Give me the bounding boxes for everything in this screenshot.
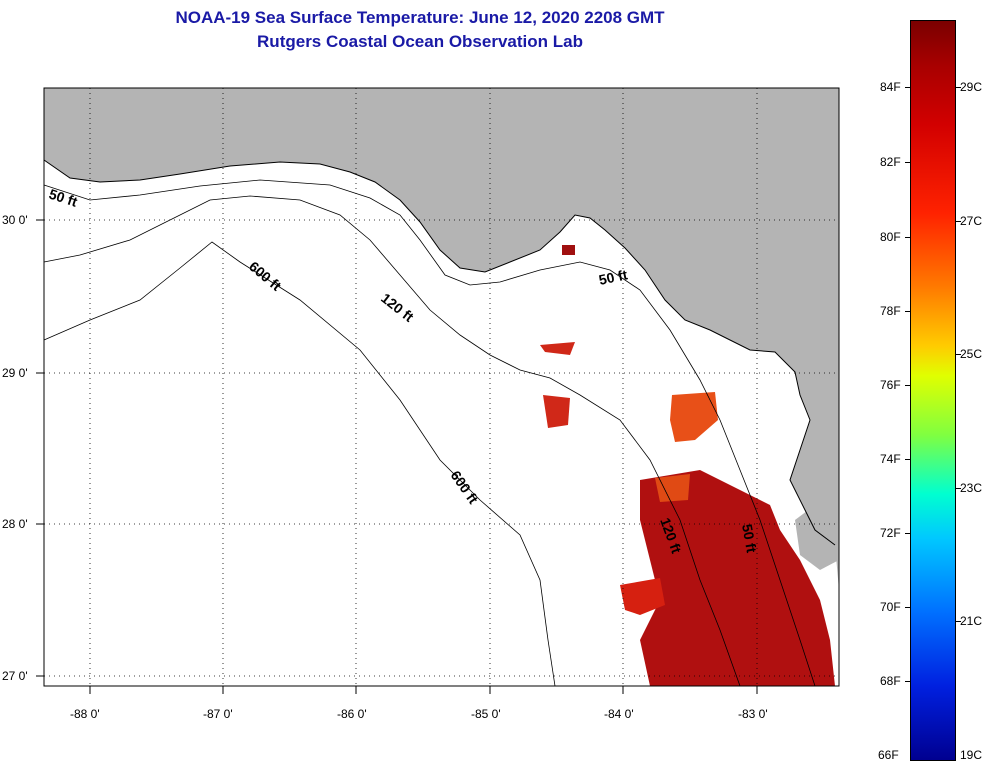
lon-label-87: -87 0' bbox=[203, 707, 233, 721]
gulf-water bbox=[44, 160, 839, 686]
colorbar-f-70: 70F bbox=[880, 600, 901, 614]
colorbar-c-29: 29C bbox=[960, 80, 983, 94]
sst-patch-coastal bbox=[543, 395, 570, 428]
colorbar-tick bbox=[905, 533, 910, 534]
sst-patch-main bbox=[640, 470, 835, 686]
lon-label-84: -84 0' bbox=[604, 707, 634, 721]
colorbar-tick bbox=[905, 87, 910, 88]
colorbar-f-80: 80F bbox=[880, 230, 901, 244]
colorbar-c-23: 23C bbox=[960, 481, 983, 495]
land-peninsula bbox=[75, 112, 100, 168]
colorbar-tick bbox=[905, 459, 910, 460]
colorbar-c-25: 25C bbox=[960, 347, 983, 361]
lon-label-86: -86 0' bbox=[337, 707, 367, 721]
lat-label-30: 30 0' bbox=[2, 213, 28, 227]
contour-label-50ft-bigbend: 50 ft bbox=[597, 266, 629, 288]
title-line-1: NOAA-19 Sea Surface Temperature: June 12… bbox=[175, 8, 665, 27]
colorbar-f-84: 84F bbox=[880, 80, 901, 94]
colorbar-f-78: 78F bbox=[880, 304, 901, 318]
colorbar-tick bbox=[905, 162, 910, 163]
colorbar-f-68: 68F bbox=[880, 674, 901, 688]
colorbar-tick bbox=[905, 681, 910, 682]
lat-label-27: 27 0' bbox=[2, 669, 28, 683]
contour-50ft bbox=[43, 179, 816, 687]
colorbar-tick bbox=[905, 237, 910, 238]
axis-ticks bbox=[36, 219, 758, 694]
colorbar-f-82: 82F bbox=[880, 155, 901, 169]
colorbar-f-76: 76F bbox=[880, 378, 901, 392]
contour-120ft bbox=[43, 195, 741, 687]
contour-label-50ft-south: 50 ft bbox=[739, 523, 760, 554]
contour-600ft bbox=[43, 241, 556, 687]
colorbar-c-21: 21C bbox=[960, 614, 983, 628]
sst-patch-bay bbox=[562, 245, 575, 255]
colorbar-tick bbox=[956, 621, 961, 622]
sst-patch-west bbox=[620, 578, 665, 615]
sst-patch-offshore bbox=[670, 392, 718, 442]
colorbar-c-19: 19C bbox=[960, 748, 983, 762]
sst-patch-warm bbox=[655, 474, 690, 502]
colorbar-tick bbox=[956, 354, 961, 355]
lon-label-88: -88 0' bbox=[70, 707, 100, 721]
title-line-2: Rutgers Coastal Ocean Observation Lab bbox=[257, 32, 583, 51]
coastline bbox=[43, 159, 836, 546]
colorbar-tick bbox=[956, 87, 961, 88]
colorbar-tick bbox=[905, 311, 910, 312]
lat-label-28: 28 0' bbox=[2, 517, 28, 531]
sst-data bbox=[540, 245, 835, 686]
colorbar-tick bbox=[956, 221, 961, 222]
colorbar-tick bbox=[956, 488, 961, 489]
lon-label-85: -85 0' bbox=[471, 707, 501, 721]
colorbar-tick bbox=[905, 607, 910, 608]
colorbar-f-66: 66F bbox=[878, 748, 899, 762]
colorbar-c-27: 27C bbox=[960, 214, 983, 228]
sst-patch-small bbox=[540, 342, 575, 355]
land-tampa bbox=[795, 505, 839, 570]
map-frame bbox=[43, 87, 840, 687]
colorbar-tick bbox=[905, 385, 910, 386]
colorbar bbox=[910, 20, 956, 761]
colorbar-f-74: 74F bbox=[880, 452, 901, 466]
colorbar-f-72: 72F bbox=[880, 526, 901, 540]
lat-label-29: 29 0' bbox=[2, 366, 28, 380]
lon-label-83: -83 0' bbox=[738, 707, 768, 721]
